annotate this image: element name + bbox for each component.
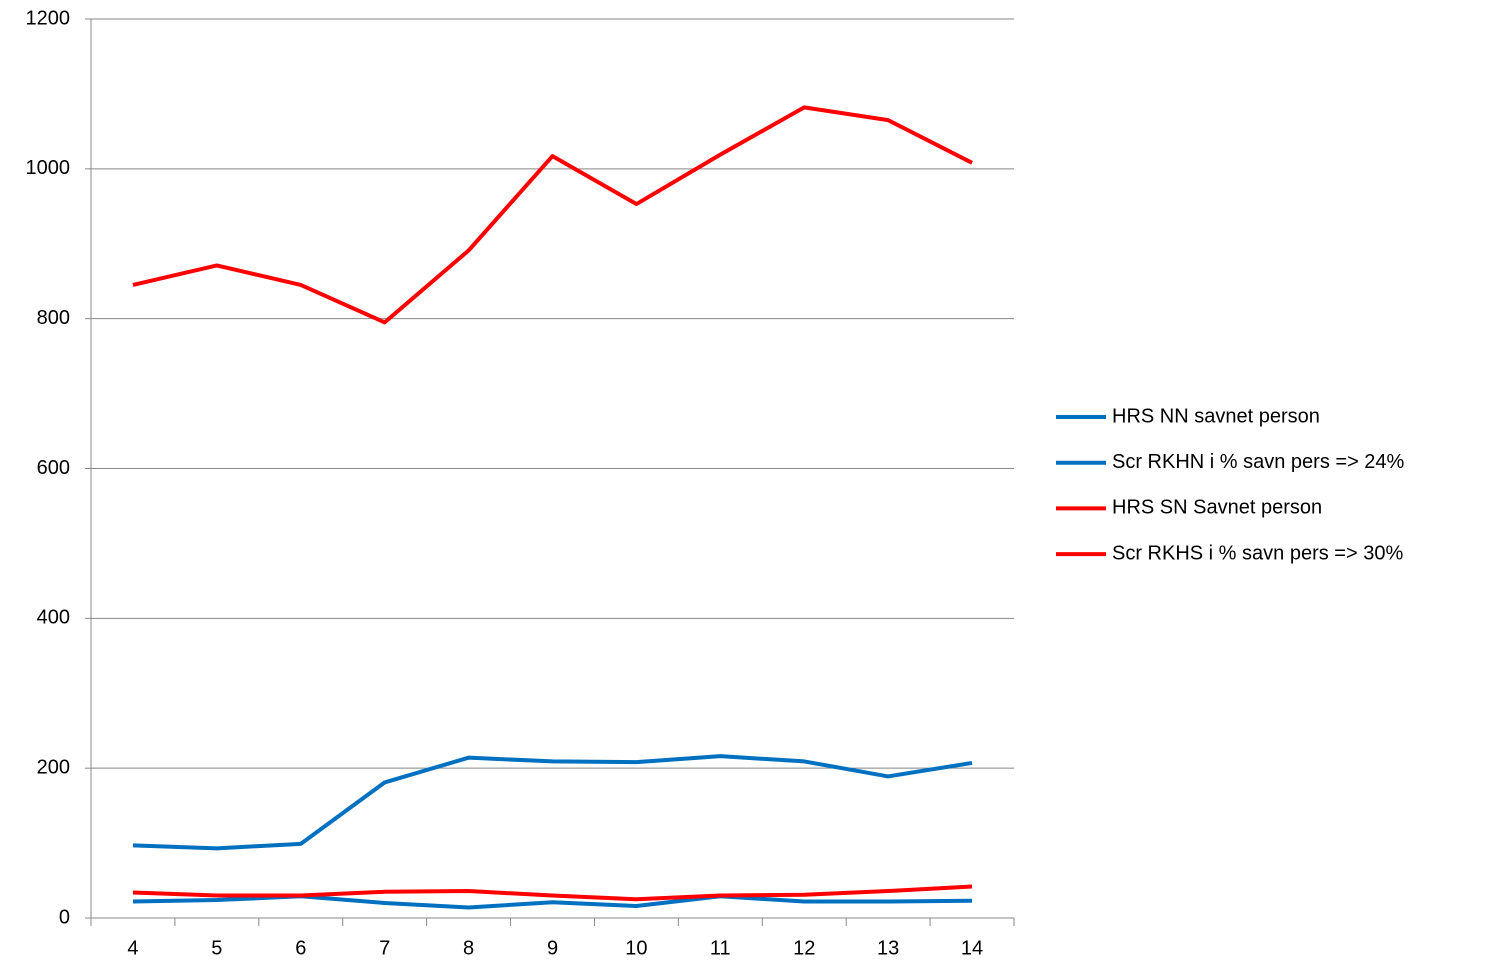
y-tick-label: 1000: [26, 157, 71, 179]
x-tick-label: 14: [961, 937, 983, 959]
y-tick-label: 600: [37, 457, 70, 479]
x-tick-label: 11: [710, 937, 731, 959]
x-tick-label: 12: [793, 937, 815, 959]
x-tick-label: 4: [127, 937, 138, 959]
x-tick-label: 8: [463, 937, 474, 959]
legend-label: Scr RKHS i % savn pers => 30%: [1112, 542, 1403, 564]
legend-label: HRS NN savnet person: [1112, 405, 1320, 427]
x-tick-label: 10: [625, 937, 647, 959]
y-tick-label: 800: [37, 307, 70, 329]
series-line: [132, 884, 973, 902]
series-line: [132, 105, 973, 325]
y-tick-label: 0: [59, 906, 70, 928]
y-tick-label: 400: [37, 607, 70, 629]
y-tick-label: 200: [37, 756, 70, 778]
x-tick-label: 5: [211, 937, 222, 959]
legend-label: HRS SN Savnet person: [1112, 497, 1322, 519]
y-tick-label: 1200: [26, 7, 71, 29]
series-line: [132, 754, 973, 851]
series-line: [132, 894, 973, 910]
x-tick-label: 13: [877, 937, 899, 959]
x-tick-label: 6: [295, 937, 306, 959]
legend-label: Scr RKHN i % savn pers => 24%: [1112, 451, 1405, 473]
x-tick-label: 7: [379, 937, 390, 959]
x-tick-label: 9: [547, 937, 558, 959]
